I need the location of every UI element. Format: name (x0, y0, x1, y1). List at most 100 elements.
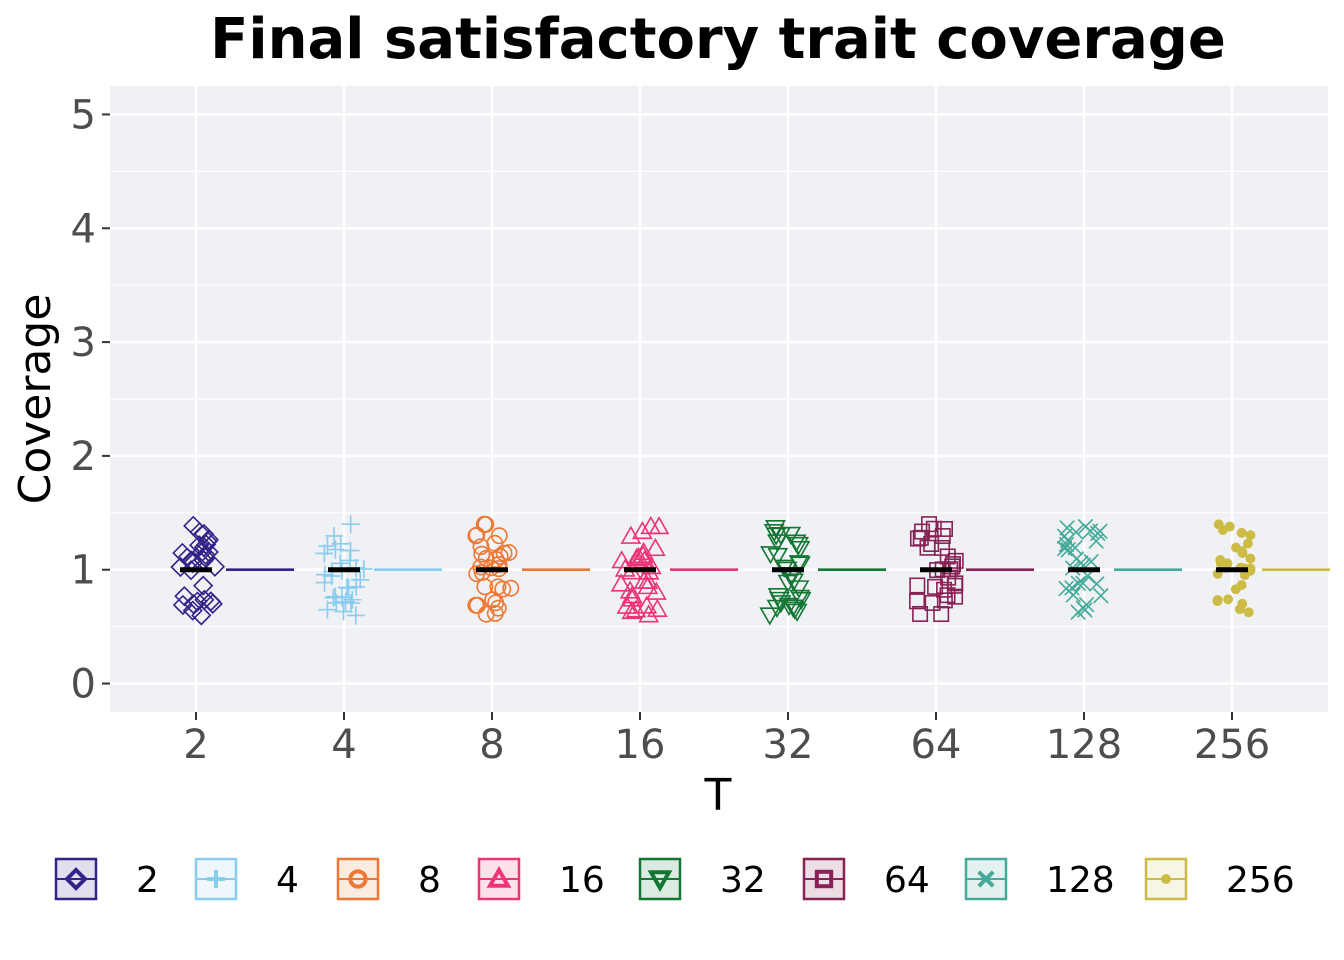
data-point (760, 546, 781, 565)
data-point (1243, 607, 1254, 618)
data-point (632, 520, 653, 540)
data-point (1056, 540, 1073, 557)
data-point (476, 578, 494, 596)
legend-marker (207, 870, 225, 888)
data-point (315, 544, 334, 563)
data-point (491, 547, 509, 565)
x-tick-label: 32 (763, 722, 814, 768)
data-point (633, 570, 655, 589)
legend-label: 4 (276, 860, 299, 901)
data-point (934, 539, 951, 556)
x-tick-label: 64 (911, 722, 962, 768)
data-point (936, 520, 953, 537)
y-tick-label: 3 (71, 320, 96, 366)
data-point (500, 544, 518, 562)
data-point (1089, 576, 1105, 592)
data-point (763, 524, 785, 543)
legend-marker (486, 865, 512, 888)
data-point (318, 537, 337, 556)
data-point (788, 555, 810, 574)
x-axis: 2 4 8 16 32 64 128 256 (183, 712, 1270, 768)
data-point (172, 542, 193, 564)
x-tick-label: 4 (331, 722, 356, 768)
data-point (198, 529, 219, 550)
legend-label: 32 (720, 860, 766, 901)
data-point (174, 586, 195, 607)
x-axis-title: T (704, 770, 732, 821)
data-point (346, 606, 365, 625)
data-point (1245, 553, 1256, 564)
legend-item: 2 (54, 857, 159, 901)
legend-marker (814, 869, 834, 889)
legend-label: 2 (136, 860, 159, 901)
data-point (340, 551, 359, 570)
data-point (337, 578, 356, 597)
data-point (1236, 527, 1247, 538)
data-point (909, 593, 926, 610)
x-tick-label: 8 (479, 722, 504, 768)
data-point (1092, 523, 1108, 540)
data-point (198, 541, 219, 563)
data-point (477, 516, 495, 533)
data-point (486, 604, 504, 622)
data-point (1059, 520, 1075, 536)
y-tick-label: 5 (71, 92, 96, 138)
data-point (789, 589, 811, 608)
data-point (477, 549, 495, 567)
x-tick-label: 2 (183, 722, 208, 768)
data-point (626, 547, 648, 567)
data-point (1070, 575, 1087, 592)
legend-label: 16 (559, 860, 605, 901)
data-point (648, 516, 670, 535)
legend-marker (647, 870, 673, 893)
y-tick-label: 0 (71, 662, 96, 708)
data-point (621, 600, 643, 620)
data-point (638, 604, 660, 623)
data-point (927, 578, 944, 595)
data-point (783, 573, 804, 592)
data-point (502, 579, 520, 597)
data-point (477, 605, 495, 623)
data-point (1215, 555, 1226, 565)
data-point (1224, 521, 1235, 532)
data-point (341, 515, 360, 534)
legend-item: 64 (802, 857, 930, 901)
data-point (189, 522, 210, 543)
data-point (324, 588, 343, 607)
data-point (182, 600, 203, 621)
data-point (467, 596, 485, 614)
data-point (1245, 530, 1256, 541)
legend-marker (64, 867, 88, 891)
data-point (914, 523, 931, 540)
data-point (343, 590, 362, 609)
legend-label: 8 (418, 860, 441, 901)
data-point (947, 552, 964, 569)
data-point (645, 537, 666, 557)
legend-label: 128 (1046, 860, 1115, 901)
data-point (187, 591, 208, 612)
data-point (944, 556, 961, 573)
data-point (473, 545, 491, 563)
data-point (1088, 533, 1104, 549)
data-point (933, 606, 950, 623)
data-point (1236, 580, 1247, 591)
data-point (636, 595, 658, 614)
legend-item: 4 (194, 857, 299, 901)
data-point (1078, 596, 1095, 613)
data-point (468, 526, 486, 544)
data-point (472, 538, 490, 556)
data-point (331, 534, 350, 553)
data-point (183, 593, 204, 615)
data-point (1223, 594, 1234, 605)
legend-marker (348, 869, 368, 889)
data-point (1068, 524, 1084, 540)
legend-item: 8 (336, 857, 441, 901)
data-point (767, 588, 789, 607)
legend-item: 256 (1144, 857, 1295, 901)
data-point (484, 591, 502, 609)
data-point (1231, 542, 1241, 553)
x-tick-label: 256 (1194, 722, 1270, 768)
data-point (610, 573, 632, 592)
y-tick-label: 2 (71, 434, 96, 480)
data-point (786, 603, 808, 622)
